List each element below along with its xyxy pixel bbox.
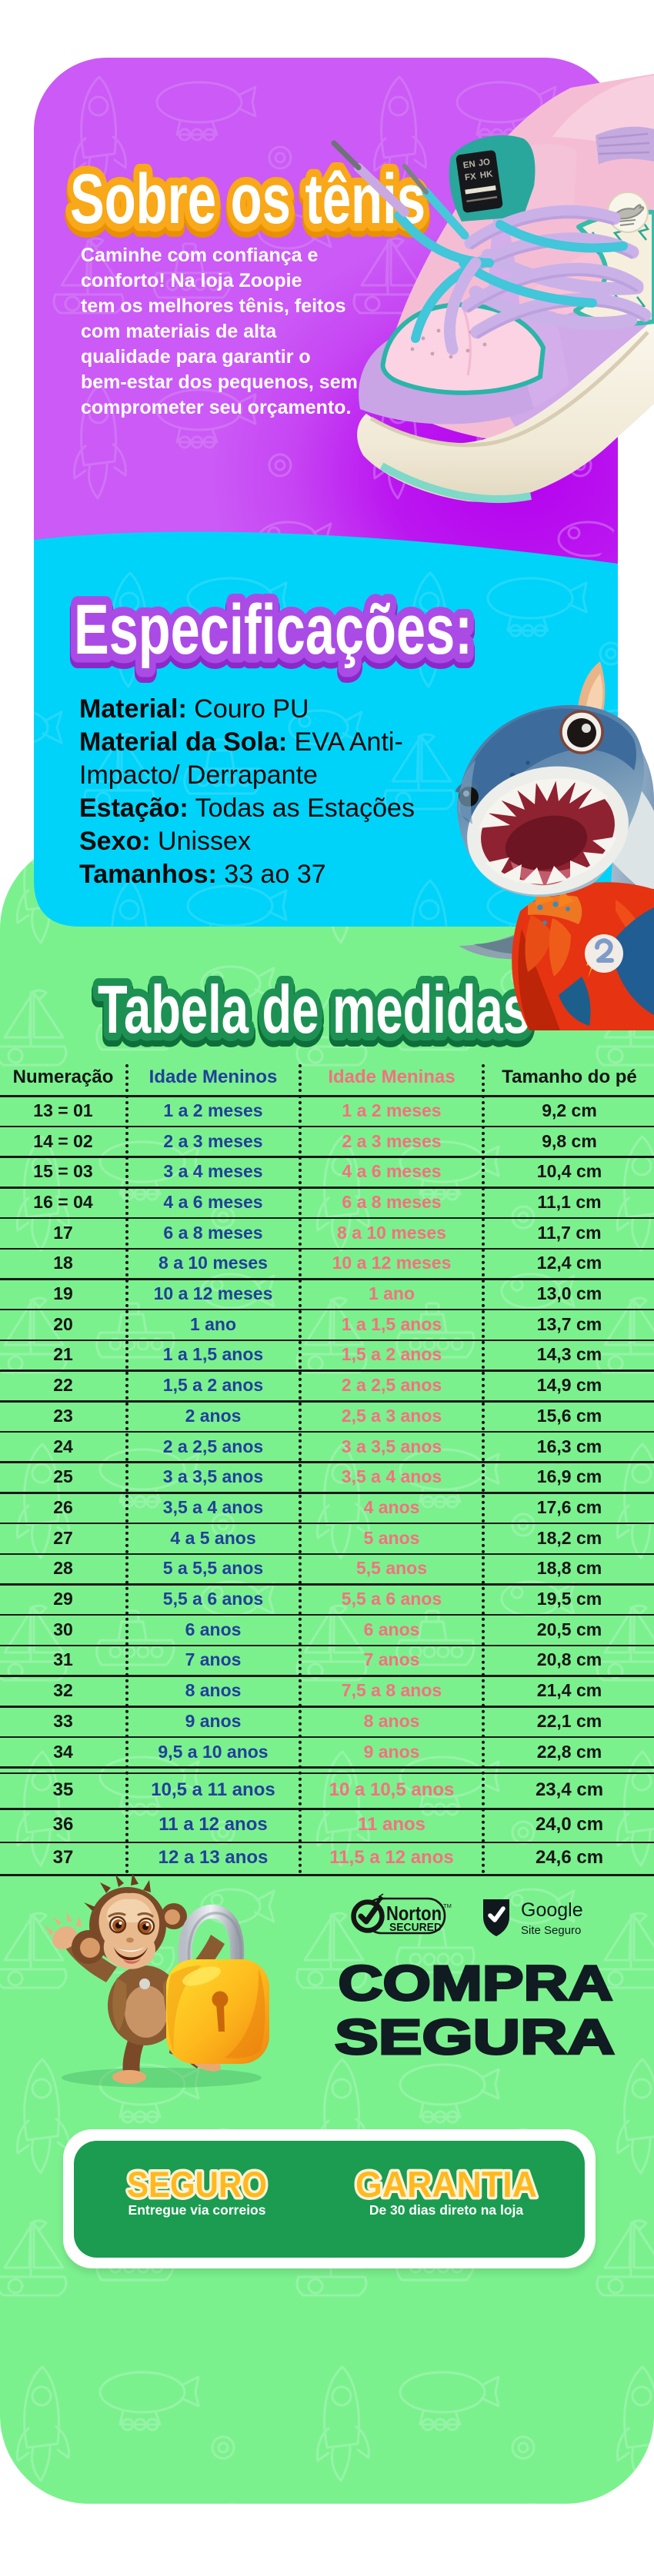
svg-text:De 30 dias direto na loja: De 30 dias direto na loja [369,2202,524,2218]
svg-text:TM: TM [443,1902,452,1909]
svg-text:SECURED: SECURED [389,1922,442,1934]
svg-text:EN: EN [462,160,475,171]
svg-text:Especificações:: Especificações: [74,595,472,674]
svg-text:JO: JO [478,158,491,168]
svg-text:Sobre os tênis: Sobre os tênis [70,160,425,238]
svg-text:HK: HK [479,169,494,180]
svg-text:Google: Google [521,1899,583,1921]
svg-text:Site Seguro: Site Seguro [521,1924,581,1937]
svg-text:Tabela de medidas: Tabela de medidas [98,976,530,1052]
svg-text:SEGURO: SEGURO [127,2164,267,2205]
svg-text:COMPRA: COMPRA [339,1955,613,2011]
svg-text:FX: FX [464,172,477,183]
svg-text:SEGURA: SEGURA [335,2009,615,2065]
svg-text:Especificações:: Especificações: [74,591,472,669]
svg-text:Entregue via correios: Entregue via correios [128,2202,266,2218]
svg-text:GARANTIA: GARANTIA [355,2164,537,2205]
svg-text:Tabela de medidas: Tabela de medidas [98,971,530,1047]
svg-text:Norton: Norton [386,1902,442,1925]
